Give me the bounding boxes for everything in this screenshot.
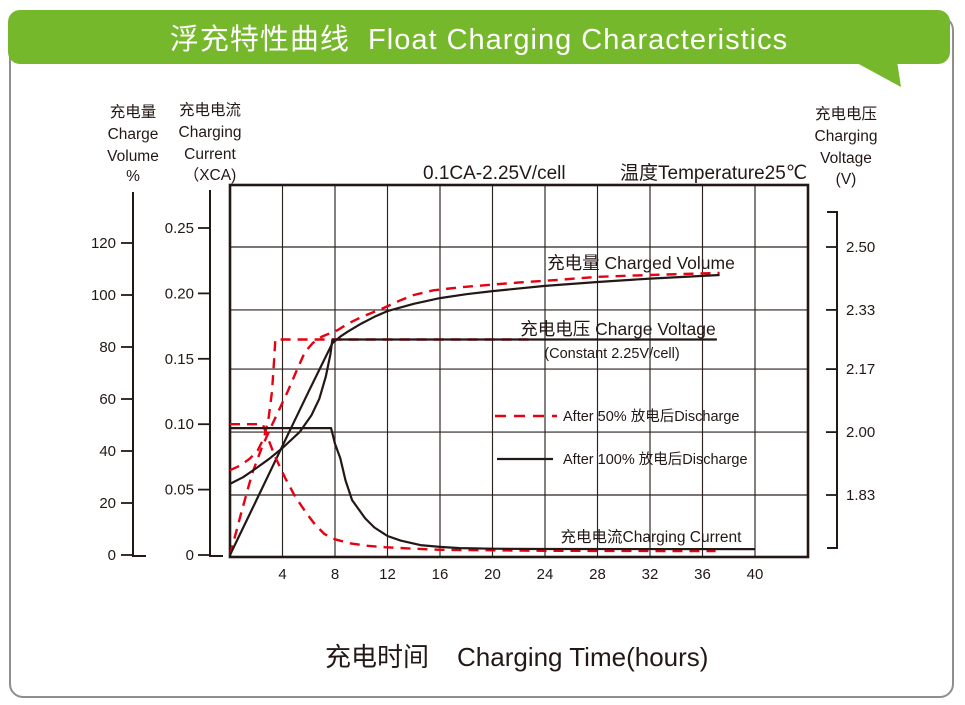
page-title: 浮充特性曲线 Float Charging Characteristics bbox=[169, 24, 789, 56]
charged-volume-curve-label: 充电量 Charged Volume bbox=[547, 253, 735, 273]
charging-current-curve-label: 充电电流Charging Current bbox=[561, 528, 743, 546]
voltage-axis-line bbox=[827, 211, 838, 549]
x-tick-label: 20 bbox=[484, 566, 501, 583]
title-banner: 浮充特性曲线 Float Charging Characteristics bbox=[8, 10, 950, 64]
voltage-tick-label: 2.50 bbox=[846, 239, 875, 256]
charged-volume-after-50pct-discharge-curve bbox=[228, 271, 720, 556]
charging-current-after-100pct-discharge-curve bbox=[230, 427, 756, 551]
charging-current-after-50pct-discharge-curve bbox=[230, 423, 716, 553]
volume-tick-label: 60 bbox=[99, 391, 116, 408]
x-axis-title-en: Charging Time(hours) bbox=[457, 642, 708, 672]
voltage-axis-header-line1: 充电电压 bbox=[815, 105, 877, 123]
volume-tick-label: 120 bbox=[91, 235, 116, 252]
legend: After 50% 放电后Discharge After 100% 放电后Dis… bbox=[495, 408, 748, 468]
tick-layer: 4 8 12 16 20 24 28 32 36 40 0 20 40 60 80 100 120 0 0.05 0.… bbox=[91, 220, 875, 583]
current-tick-label: 0.25 bbox=[165, 220, 194, 237]
volume-axis-header-line3: Volume bbox=[107, 148, 159, 165]
current-tick-label: 0.20 bbox=[165, 285, 194, 302]
voltage-tick-label: 1.83 bbox=[846, 487, 875, 504]
volume-tick-label: 100 bbox=[91, 287, 116, 304]
voltage-axis-header-line3: Voltage bbox=[820, 150, 872, 167]
current-axis-header-line3: Current bbox=[184, 146, 236, 163]
current-axis-header-line2: Charging bbox=[179, 124, 242, 141]
voltage-tick-label: 2.17 bbox=[846, 361, 875, 378]
grid-layer bbox=[230, 185, 808, 557]
x-axis-title-zh: 充电时间 bbox=[325, 642, 429, 672]
charged-volume-after-100pct-discharge-curve bbox=[229, 273, 720, 556]
volume-axis-header-line4: % bbox=[126, 168, 140, 185]
volume-tick-label: 80 bbox=[99, 339, 116, 356]
volume-axis-header: 充电量 Charge Volume % bbox=[107, 103, 159, 185]
charge-voltage-curve-label: 充电电压 Charge Voltage bbox=[520, 319, 716, 339]
voltage-axis-header-line2: Charging bbox=[815, 128, 878, 145]
charge-voltage-after-100pct-discharge-curve bbox=[229, 338, 717, 485]
legend-label-100pct: After 100% 放电后Discharge bbox=[563, 451, 748, 468]
x-tick-label: 40 bbox=[747, 566, 764, 583]
plot-frame bbox=[228, 183, 810, 559]
volume-axis-line bbox=[132, 192, 146, 557]
volume-axis-header-line1: 充电量 bbox=[110, 103, 157, 121]
series-layer bbox=[228, 271, 756, 556]
current-axis-header-line1: 充电电流 bbox=[179, 101, 241, 119]
voltage-axis-header: 充电电压 Charging Voltage (V) bbox=[815, 105, 878, 188]
x-tick-label: 16 bbox=[432, 566, 449, 583]
legend-label-50pct: After 50% 放电后Discharge bbox=[563, 408, 739, 425]
x-tick-label: 28 bbox=[589, 566, 606, 583]
volume-axis-header-line2: Charge bbox=[108, 126, 159, 143]
current-tick-label: 0.10 bbox=[165, 416, 194, 433]
condition-label-left: 0.1CA-2.25V/cell bbox=[423, 163, 566, 184]
charge-voltage-after-50pct-discharge-curve bbox=[229, 338, 532, 472]
volume-tick-label: 40 bbox=[99, 443, 116, 460]
x-tick-label: 32 bbox=[642, 566, 659, 583]
current-axis-line bbox=[209, 190, 223, 557]
current-axis-header: 充电电流 Charging Current （XCA) bbox=[179, 101, 242, 184]
current-axis-header-line4: （XCA) bbox=[184, 167, 237, 184]
x-tick-label: 36 bbox=[694, 566, 711, 583]
x-tick-label: 24 bbox=[537, 566, 554, 583]
current-tick-label: 0.05 bbox=[165, 482, 194, 499]
x-tick-label: 8 bbox=[331, 566, 339, 583]
x-tick-label: 4 bbox=[278, 566, 286, 583]
current-tick-label: 0 bbox=[186, 547, 194, 564]
condition-label-right: 温度Temperature25℃ bbox=[620, 162, 807, 184]
x-tick-label: 12 bbox=[379, 566, 396, 583]
voltage-axis-header-line4: (V) bbox=[836, 171, 857, 188]
current-tick-label: 0.15 bbox=[165, 351, 194, 368]
voltage-tick-label: 2.33 bbox=[846, 302, 875, 319]
volume-tick-label: 0 bbox=[108, 547, 116, 564]
page-border bbox=[9, 16, 954, 698]
voltage-tick-label: 2.00 bbox=[846, 424, 875, 441]
volume-tick-label: 20 bbox=[99, 495, 116, 512]
charge-voltage-subtitle: (Constant 2.25V/cell) bbox=[544, 346, 679, 362]
